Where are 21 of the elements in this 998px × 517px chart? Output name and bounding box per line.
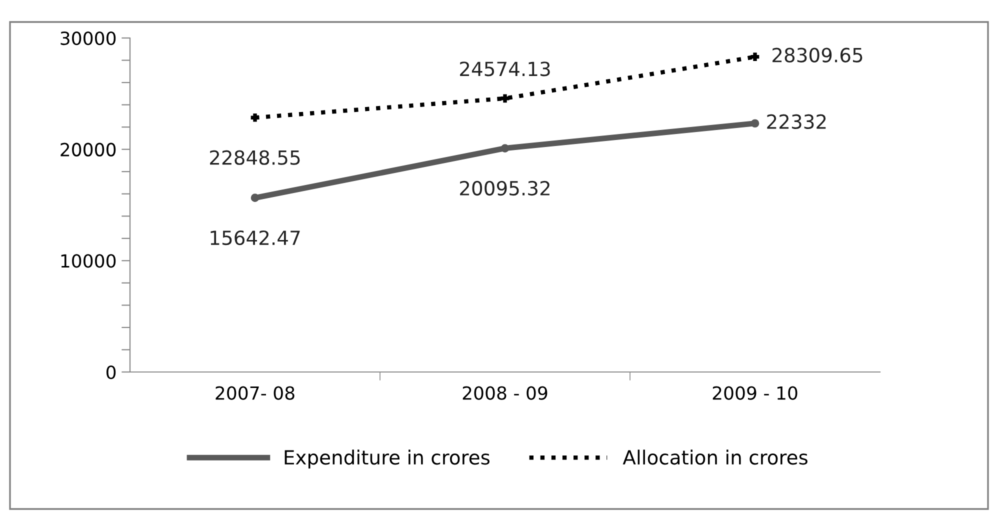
data-label: 22848.55 — [210, 150, 300, 165]
point — [750, 119, 760, 128]
data-label: 24574.13 — [460, 62, 550, 76]
legend-label: Allocation in crores — [622, 450, 808, 465]
y-tick-label: 10000 — [61, 254, 116, 268]
data-label: 28309.65 — [772, 48, 862, 62]
point — [250, 194, 260, 202]
point — [500, 94, 510, 103]
x-tick-label: 2008 - 09 — [462, 386, 548, 400]
point — [250, 113, 260, 122]
point — [750, 52, 760, 61]
data-label: 15642.47 — [210, 230, 300, 246]
x-tick-label: 2007- 08 — [216, 386, 294, 400]
data-label: 22332 — [767, 114, 826, 130]
x-tick-label: 2009 - 10 — [712, 386, 798, 400]
point — [500, 144, 510, 152]
legend-label: Expenditure in crores — [284, 450, 490, 468]
y-tick-label: 0 — [106, 365, 116, 380]
y-tick-label: 30000 — [60, 31, 116, 46]
data-label: 20095.32 — [460, 180, 550, 196]
y-tick-label: 20000 — [60, 142, 116, 156]
